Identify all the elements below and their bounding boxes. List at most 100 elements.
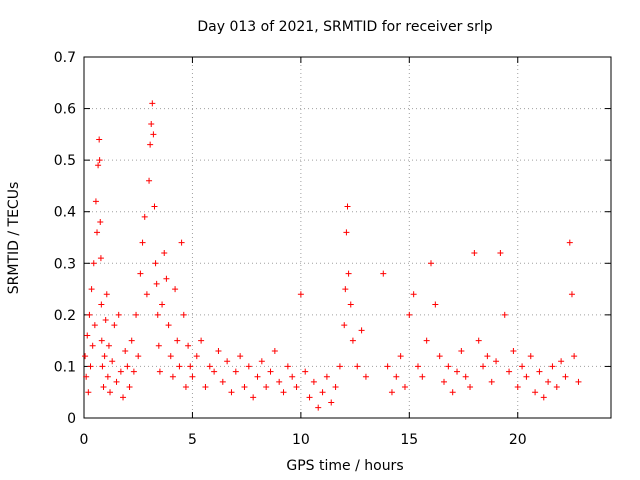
y-tick-label: 0.1	[54, 359, 76, 375]
x-tick-label: 20	[509, 432, 527, 448]
data-point	[397, 353, 404, 360]
data-point	[258, 358, 265, 365]
data-point	[92, 198, 99, 205]
data-point	[98, 301, 105, 308]
data-point	[176, 363, 183, 370]
data-point	[97, 255, 104, 262]
data-point	[128, 337, 135, 344]
data-point	[510, 347, 517, 354]
data-point	[90, 260, 97, 267]
data-point	[215, 347, 222, 354]
data-point	[149, 100, 156, 107]
data-point	[245, 363, 252, 370]
data-point	[211, 368, 218, 375]
data-point	[101, 353, 108, 360]
data-point	[148, 121, 155, 128]
data-point	[135, 353, 142, 360]
data-point	[388, 389, 395, 396]
y-tick-label: 0.5	[54, 153, 76, 169]
data-point	[156, 368, 163, 375]
x-tick-label: 15	[400, 432, 418, 448]
data-point	[95, 162, 102, 169]
data-point	[263, 384, 270, 391]
data-point	[130, 368, 137, 375]
data-point	[169, 373, 176, 380]
data-point	[549, 363, 556, 370]
data-point	[454, 368, 461, 375]
data-point	[345, 270, 352, 277]
data-point	[354, 363, 361, 370]
data-point	[99, 363, 106, 370]
data-point	[319, 389, 326, 396]
data-point	[332, 384, 339, 391]
data-point	[97, 219, 104, 226]
data-point	[155, 342, 162, 349]
data-point	[393, 373, 400, 380]
data-point	[280, 389, 287, 396]
data-point	[445, 363, 452, 370]
data-point	[82, 353, 89, 360]
y-tick-label: 0.6	[54, 102, 76, 118]
data-point	[98, 337, 105, 344]
data-point	[401, 384, 408, 391]
data-point	[344, 203, 351, 210]
data-point	[480, 363, 487, 370]
data-point	[362, 373, 369, 380]
axis-ticks: 0 0.1 0.2 0.3 0.4 0.5 0.6 0.7 0 5 10 15 20	[54, 50, 611, 448]
plot-frame	[83, 56, 612, 419]
data-point	[514, 384, 521, 391]
data-point	[488, 378, 495, 385]
data-point	[167, 353, 174, 360]
chart-title: Day 013 of 2021, SRMTID for receiver srl…	[197, 19, 492, 35]
data-point	[271, 347, 278, 354]
data-point	[152, 260, 159, 267]
y-tick-label: 0.4	[54, 205, 76, 221]
y-tick-label: 0.2	[54, 308, 76, 324]
data-point	[527, 353, 534, 360]
data-point	[193, 353, 200, 360]
data-point	[493, 358, 500, 365]
y-tick-label: 0.3	[54, 256, 76, 272]
data-point	[342, 286, 349, 293]
data-point	[189, 373, 196, 380]
data-point	[419, 373, 426, 380]
data-point	[293, 384, 300, 391]
data-point	[506, 368, 513, 375]
data-point	[100, 384, 107, 391]
data-point	[224, 358, 231, 365]
data-point	[96, 157, 103, 164]
y-tick-label: 0	[67, 411, 76, 427]
data-point	[423, 337, 430, 344]
data-point	[241, 384, 248, 391]
data-point	[124, 363, 131, 370]
data-point	[161, 249, 168, 256]
data-point	[436, 353, 443, 360]
data-point	[462, 373, 469, 380]
data-point	[85, 389, 92, 396]
data-point	[150, 131, 157, 138]
data-point	[254, 373, 261, 380]
x-tick-label: 0	[80, 432, 89, 448]
data-point	[449, 389, 456, 396]
data-point	[174, 337, 181, 344]
data-point	[523, 373, 530, 380]
data-point	[139, 239, 146, 246]
data-point	[88, 286, 95, 293]
data-point	[276, 378, 283, 385]
data-point	[501, 311, 508, 318]
data-point	[133, 311, 140, 318]
data-point	[284, 363, 291, 370]
data-point	[91, 322, 98, 329]
data-point	[467, 384, 474, 391]
data-point	[540, 394, 547, 401]
data-point	[571, 353, 578, 360]
data-point	[86, 311, 93, 318]
data-point	[410, 291, 417, 298]
data-point	[427, 260, 434, 267]
data-point	[228, 389, 235, 396]
data-point	[232, 368, 239, 375]
data-point	[89, 342, 96, 349]
data-point	[219, 378, 226, 385]
data-point	[358, 327, 365, 334]
data-point	[414, 363, 421, 370]
